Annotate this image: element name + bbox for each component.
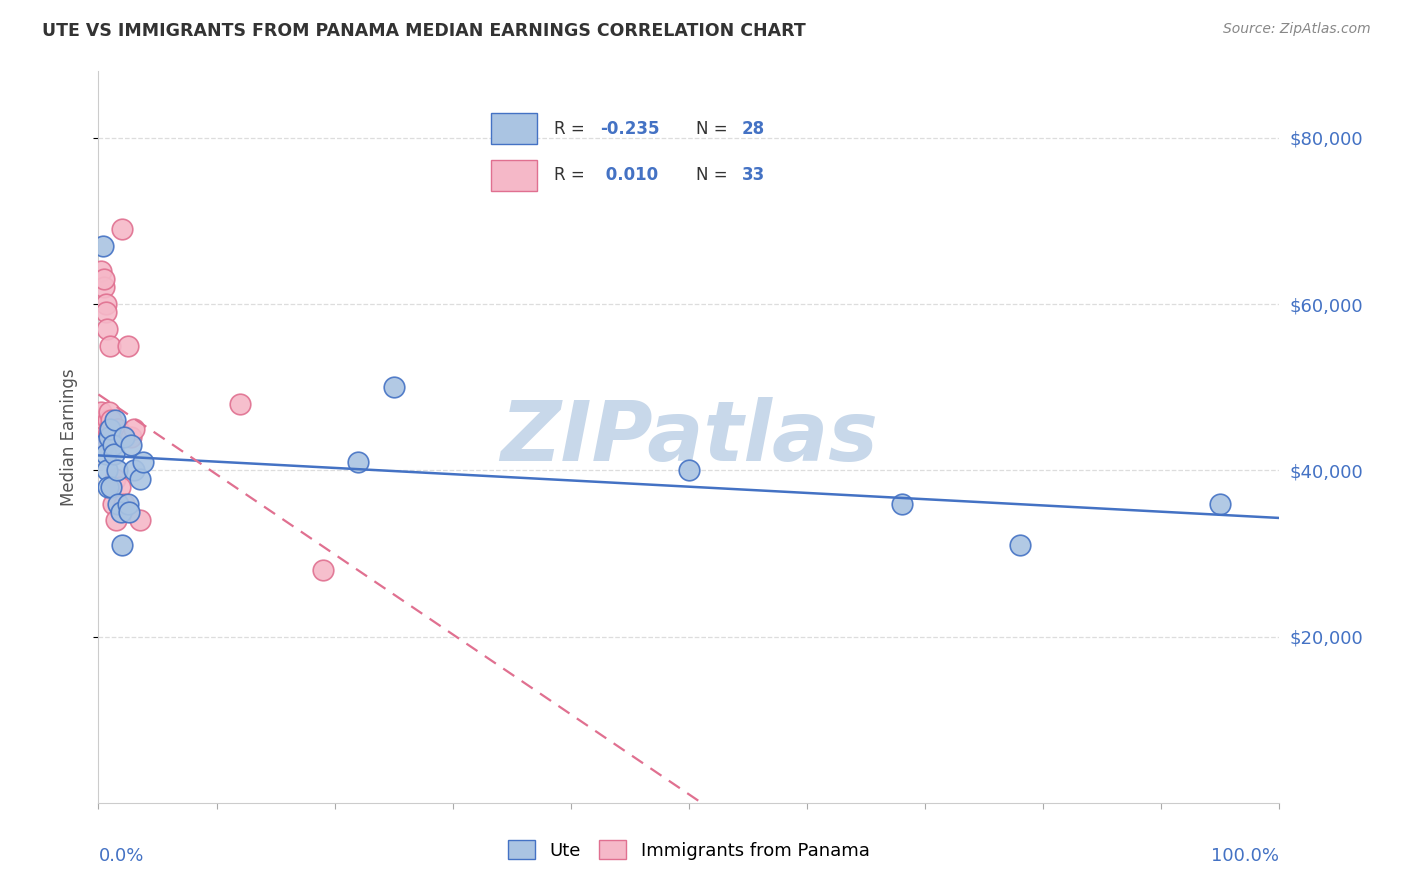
Point (110, 505, 132, 519)
Text: 100.0%: 100.0% (1212, 847, 1279, 864)
Point (104, 472, 127, 486)
Point (890, 497, 912, 511)
Point (96, 463, 118, 477)
Point (678, 463, 700, 477)
Point (117, 338, 139, 352)
Point (105, 463, 128, 477)
Point (128, 513, 150, 527)
Point (91, 422, 114, 436)
Point (121, 438, 143, 452)
Point (96, 430, 118, 444)
Point (91, 438, 114, 452)
Point (90, 405, 112, 419)
Point (91, 438, 114, 452)
Point (121, 430, 143, 444)
Point (111, 222, 134, 236)
Point (94, 305, 117, 319)
Point (107, 497, 129, 511)
Point (229, 397, 252, 411)
Text: Source: ZipAtlas.com: Source: ZipAtlas.com (1223, 22, 1371, 37)
Point (112, 497, 135, 511)
Point (107, 422, 129, 436)
Point (347, 455, 370, 469)
Point (104, 413, 127, 427)
Y-axis label: Median Earnings: Median Earnings (59, 368, 77, 506)
Point (98, 422, 121, 436)
Legend: Ute, Immigrants from Panama: Ute, Immigrants from Panama (501, 833, 877, 867)
Text: UTE VS IMMIGRANTS FROM PANAMA MEDIAN EARNINGS CORRELATION CHART: UTE VS IMMIGRANTS FROM PANAMA MEDIAN EAR… (42, 22, 806, 40)
Point (98, 430, 121, 444)
Point (98, 338, 121, 352)
Point (97, 413, 120, 427)
Point (98, 430, 121, 444)
Point (105, 422, 128, 436)
Point (382, 380, 405, 394)
Point (96, 322, 118, 336)
Point (1008, 538, 1031, 552)
Point (91, 430, 114, 444)
Point (100, 413, 122, 427)
Point (93, 280, 115, 294)
Point (111, 538, 134, 552)
Point (117, 497, 139, 511)
Point (118, 505, 141, 519)
Point (94, 447, 117, 461)
Point (128, 472, 150, 486)
Point (101, 438, 124, 452)
Point (103, 447, 125, 461)
Point (90, 264, 112, 278)
Point (105, 513, 128, 527)
Point (122, 463, 145, 477)
Point (108, 480, 131, 494)
Point (94, 297, 117, 311)
Point (98, 405, 121, 419)
Point (1209, 497, 1232, 511)
Text: 0.0%: 0.0% (98, 847, 143, 864)
Point (98, 422, 121, 436)
Point (103, 430, 125, 444)
Point (97, 480, 120, 494)
Point (132, 455, 155, 469)
Point (93, 272, 115, 286)
Point (112, 430, 135, 444)
Point (97, 430, 120, 444)
Point (91, 239, 114, 253)
Point (312, 563, 335, 577)
Point (100, 480, 122, 494)
Text: ZIPatlas: ZIPatlas (501, 397, 877, 477)
Point (101, 497, 124, 511)
Point (122, 422, 145, 436)
